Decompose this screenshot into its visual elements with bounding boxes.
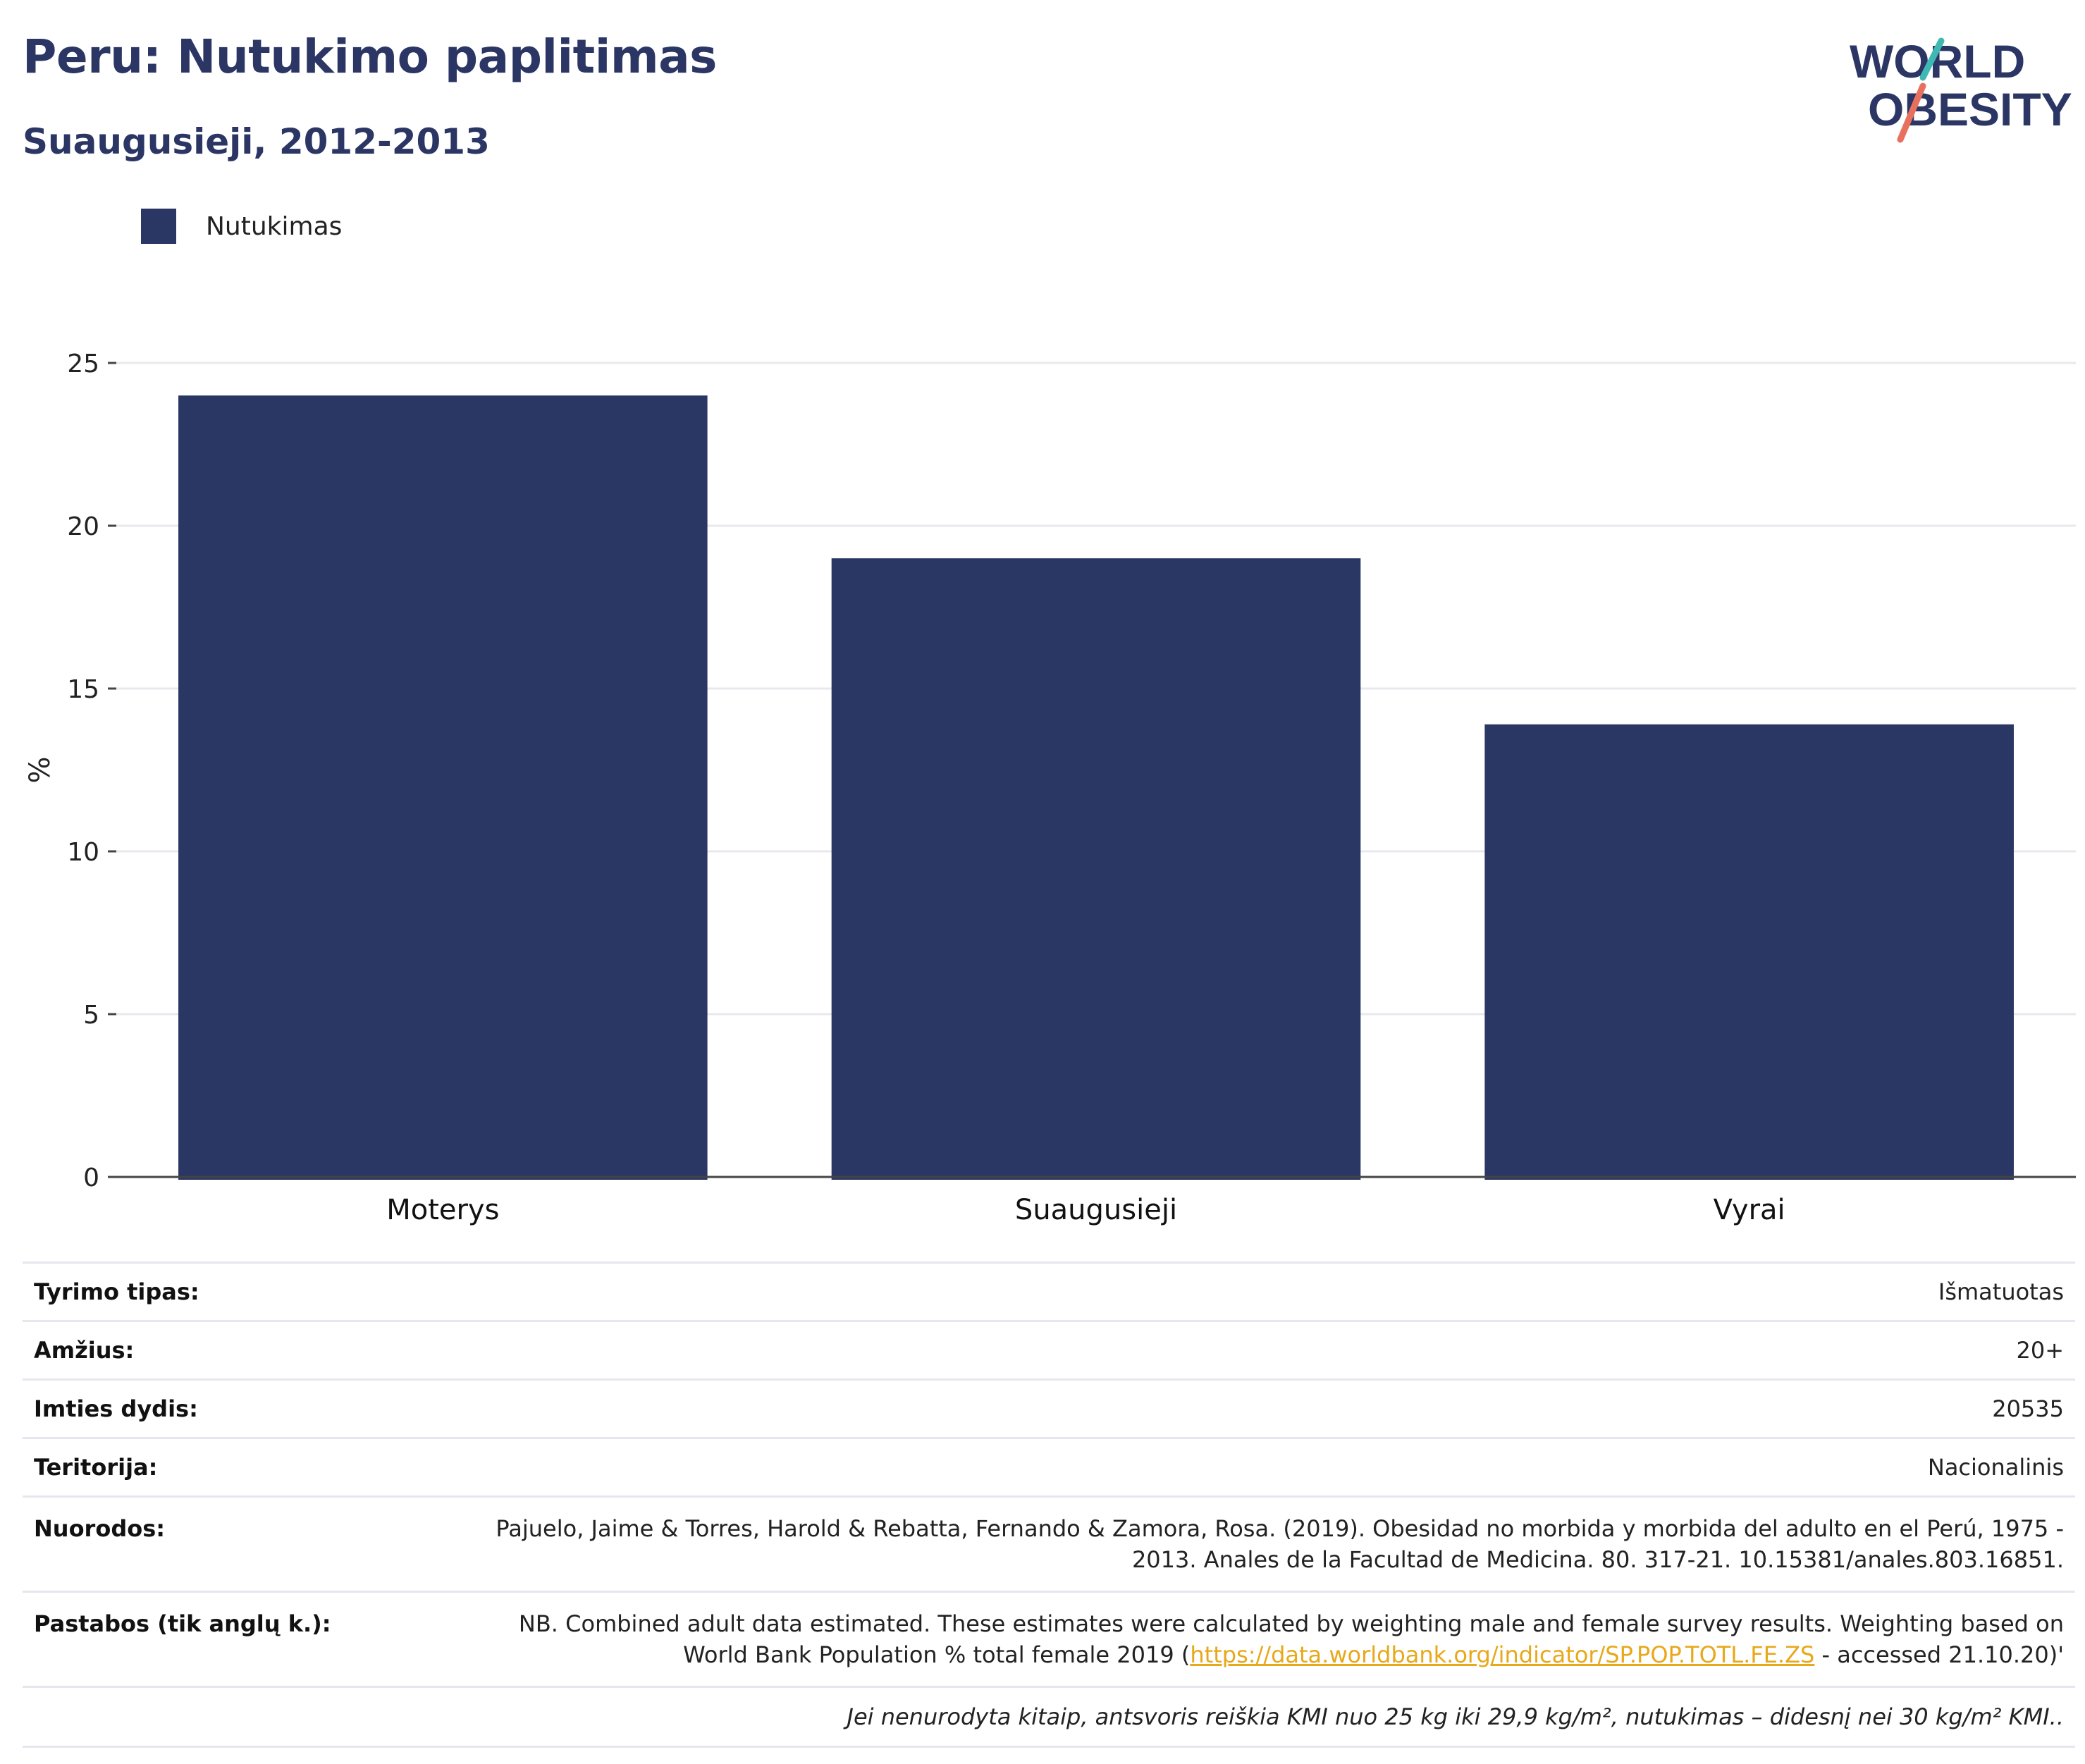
meta-row: Nuorodos: Pajuelo, Jaime & Torres, Harold… <box>23 1495 2075 1591</box>
meta-value: Išmatuotas <box>1938 1278 2064 1305</box>
meta-row: Tyrimo tipas: Išmatuotas <box>23 1262 2075 1320</box>
bar <box>831 558 1361 1180</box>
y-tick-label: 20 <box>67 512 99 541</box>
logo-text-obesity: OBESITY <box>1868 83 2072 135</box>
notes-text-after: - accessed 21.10.20)' <box>1814 1641 2065 1668</box>
meta-value: 20535 <box>1992 1395 2064 1422</box>
page-subtitle: Suaugusieji, 2012-2013 <box>23 121 490 162</box>
bar <box>1484 724 2014 1180</box>
notes-text-before: NB. Combined adult data estimated. These… <box>518 1610 2064 1668</box>
chart-legend: Nutukimas <box>141 209 342 244</box>
meta-value: 20+ <box>2016 1337 2064 1364</box>
meta-row: Imties dydis: 20535 <box>23 1378 2075 1437</box>
x-tick-label: Moterys <box>386 1194 499 1226</box>
notes-link[interactable]: https://data.worldbank.org/indicator/SP.… <box>1190 1641 1815 1668</box>
meta-row: Amžius: 20+ <box>23 1320 2075 1378</box>
x-tick-label: Suaugusieji <box>1015 1194 1177 1226</box>
y-tick-label: 5 <box>83 1001 99 1030</box>
world-obesity-logo: WORLD OBESITY <box>1850 35 2072 143</box>
meta-label: Imties dydis: <box>34 1395 198 1422</box>
y-tick-label: 15 <box>67 675 99 704</box>
footnote: Jei nenurodyta kitaip, antsvoris reiškia… <box>23 1686 2075 1748</box>
meta-label: Tyrimo tipas: <box>34 1278 199 1305</box>
page-title: Peru: Nutukimo paplitimas <box>23 30 717 84</box>
logo-slash-top-icon <box>1919 37 1945 81</box>
legend-swatch <box>141 209 176 244</box>
bar <box>178 395 708 1180</box>
y-tick-label: 0 <box>83 1164 99 1192</box>
legend-label: Nutukimas <box>206 211 343 241</box>
y-tick-label: 25 <box>67 350 99 378</box>
meta-label: Teritorija: <box>34 1454 158 1481</box>
logo-slash-bottom-icon <box>1897 82 1926 143</box>
meta-value-notes: NB. Combined adult data estimated. These… <box>485 1608 2075 1670</box>
meta-value: Pajuelo, Jaime & Torres, Harold & Rebatt… <box>496 1515 2064 1573</box>
meta-label-notes: Pastabos (tik anglų k.): <box>34 1610 331 1637</box>
meta-value: Nacionalinis <box>1927 1454 2064 1481</box>
survey-metadata-table: Tyrimo tipas: Išmatuotas Amžius: 20+ Imties … <box>23 1262 2075 1748</box>
meta-label: Amžius: <box>34 1337 135 1364</box>
meta-row: Teritorija: Nacionalinis <box>23 1437 2075 1495</box>
y-axis-label: % <box>24 756 56 783</box>
x-tick-label: Vyrai <box>1714 1194 1785 1226</box>
bar-chart: 0 5 10 15 20 25% Moterys Suaugusieji Vyrai <box>24 350 2076 1226</box>
meta-row-notes: Pastabos (tik anglų k.): NB. Combined ad… <box>23 1591 2075 1686</box>
meta-label: Nuorodos: <box>34 1515 166 1542</box>
y-tick-label: 10 <box>67 838 99 867</box>
